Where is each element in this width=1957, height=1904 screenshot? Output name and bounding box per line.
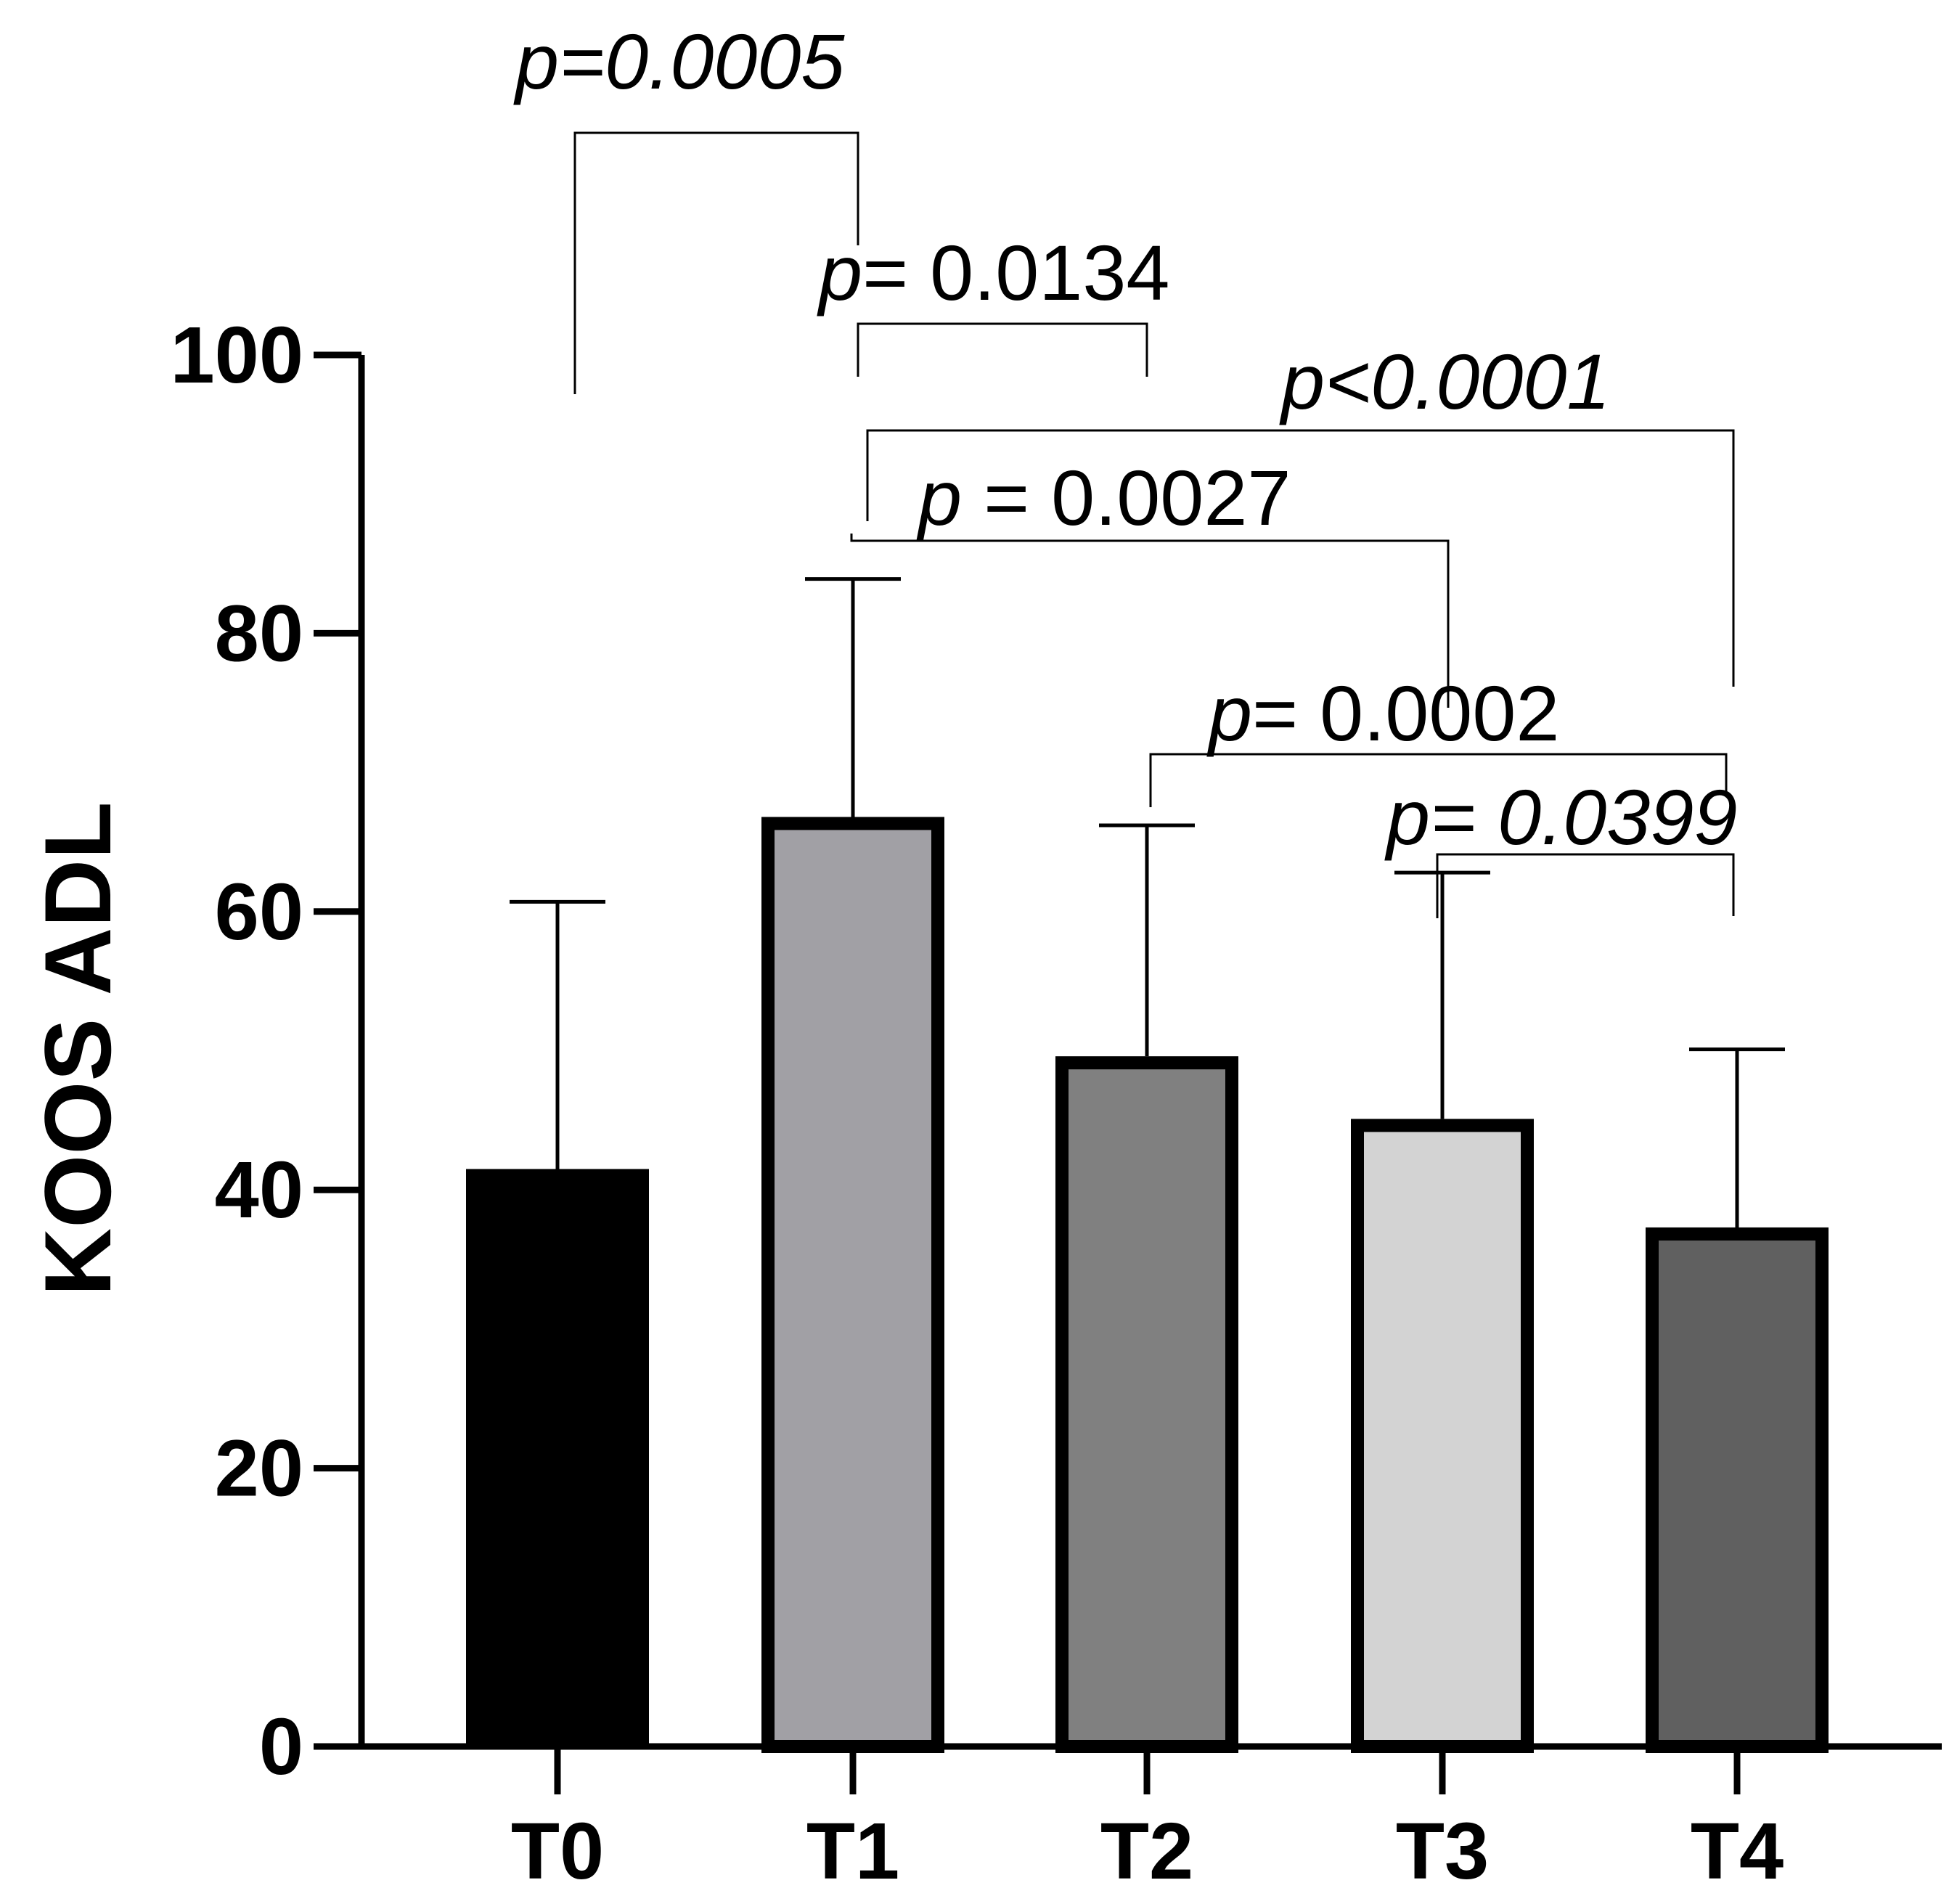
p-value-t2-t4: p= 0.0002 [1206, 669, 1559, 757]
error-bars-layer [510, 577, 1785, 1227]
bars-layer [466, 817, 1829, 1753]
p-value-t1-t3: p = 0.0027 [916, 454, 1291, 542]
p-value-t3-t4: p= 0.0399 [1384, 773, 1737, 861]
x-tick-label: T2 [1100, 1807, 1193, 1896]
bar-t3 [1351, 1119, 1534, 1753]
bar-t1 [761, 817, 944, 1753]
bracket-t1-t2 [857, 322, 1148, 377]
bracket-t3-t4 [1436, 853, 1735, 918]
ticks-layer: 0 20 40 60 80 100 T0 T1 T2 T3 T4 [170, 311, 1784, 1896]
axis-layer [314, 355, 1942, 1750]
x-tick-label: T1 [806, 1807, 899, 1896]
y-tick-label: 0 [259, 1702, 303, 1791]
significance-brackets: p=0.0005 p= 0.0134 p<0.0001 p = 0.0027 p= 0.… [513, 17, 1737, 918]
bracket-t0-t1 [573, 131, 859, 394]
x-tick-label: T4 [1691, 1807, 1784, 1896]
y-tick-label: 20 [215, 1424, 303, 1513]
bar-t4 [1646, 1227, 1829, 1753]
p-value-t1-t2: p= 0.0134 [817, 229, 1169, 316]
bracket-t1-t4 [866, 429, 1735, 687]
y-tick-label: 60 [215, 867, 303, 957]
bar-t0 [466, 1169, 649, 1746]
bracket-t1-t3 [850, 534, 1450, 708]
bar-t2 [1055, 1056, 1238, 1753]
p-value-t1-t4: p<0.0001 [1279, 338, 1610, 425]
y-tick-label: 80 [215, 589, 303, 678]
p-value-t0-t1: p=0.0005 [513, 17, 845, 105]
x-tick-label: T0 [511, 1807, 604, 1896]
bracket-t2-t4 [1149, 753, 1728, 807]
y-tick-label: 100 [170, 311, 303, 400]
y-axis-label: KOOS ADL [25, 801, 131, 1296]
x-tick-label: T3 [1396, 1807, 1489, 1896]
y-tick-label: 40 [215, 1145, 303, 1235]
